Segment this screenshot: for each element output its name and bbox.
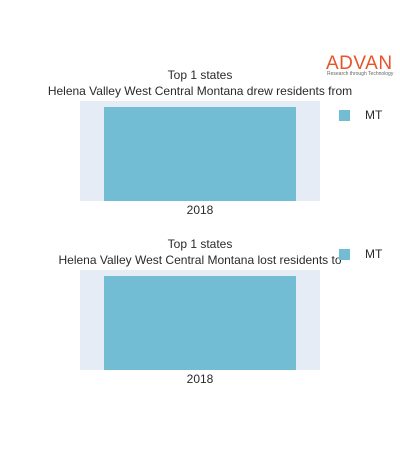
x-tick-label-2: 2018 [187, 372, 214, 386]
bar-1-MT-2018 [104, 107, 296, 201]
legend-swatch-2 [339, 249, 350, 260]
chart-subtitle-2: Helena Valley West Central Montana lost … [58, 253, 341, 267]
brand-name: ADVAN [326, 53, 393, 74]
legend-swatch-1 [339, 110, 350, 121]
brand-tagline: Research through Technology [327, 71, 394, 77]
bar-2-MT-2018 [104, 276, 296, 370]
chart-title-1: Top 1 states [168, 68, 233, 82]
advan-logo: ADVAN Research through Technology [326, 54, 396, 78]
chart-subtitle-1: Helena Valley West Central Montana drew … [48, 84, 352, 98]
chart-title-2: Top 1 states [168, 237, 233, 251]
x-tick-label-1: 2018 [187, 203, 214, 217]
legend-label-1: MT [365, 108, 383, 122]
legend-label-2: MT [365, 247, 383, 261]
